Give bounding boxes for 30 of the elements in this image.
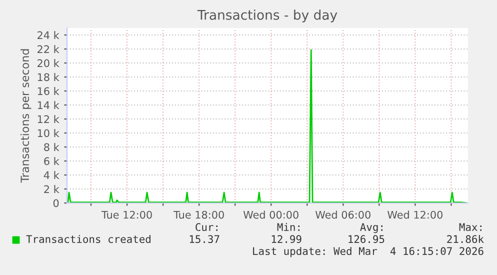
y-axis-title: Transactions per second [20,49,32,183]
x-tick-label: Tue 18:00 [173,210,224,219]
y-tick-label: 16 k [38,87,60,96]
text: 126.95 [348,235,384,244]
x-tick-label: Wed 12:00 [388,210,442,219]
y-tick-label: 6 k [44,157,60,166]
text: Min: [277,222,300,231]
text: 21.86k [447,234,484,244]
text: 12.99 [272,235,302,244]
y-tick-label: 8 k [44,143,60,152]
y-tick-label: 12 k [38,115,60,123]
y-tick-label: 18 k [38,73,60,82]
x-tick-label: Tue 12:00 [101,210,152,219]
y-tick-label: 4 k [44,171,60,179]
y-tick-label: 10 k [38,129,60,138]
x-tick-label: Wed 06:00 [315,210,370,219]
y-tick-label: 0 [53,199,59,208]
y-tick-label: 24 k [38,31,60,39]
text: 15.37 [190,235,220,244]
y-tick-label: 2 k [44,185,60,193]
chart-title: Transactions - by day [197,10,338,22]
x-tick-label: Wed 00:00 [243,210,298,219]
legend-label: Transactions created [26,234,150,244]
y-tick-label: 22 k [38,45,60,53]
text: Last update: Wed Mar 4 16:15:07 2026 [253,246,484,258]
text: Max: [459,223,482,232]
text: Cur: [196,223,218,232]
y-tick-label: 14 k [38,101,60,109]
y-tick-label: 20 k [38,59,60,68]
text: Avg: [360,223,382,234]
